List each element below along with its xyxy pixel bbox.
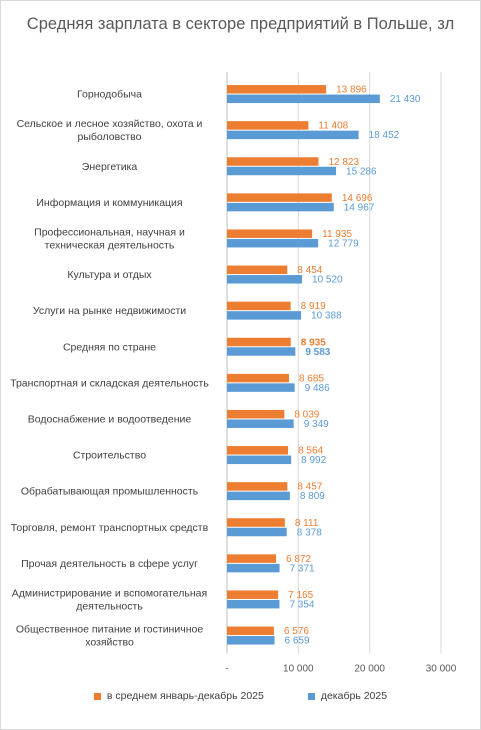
data-label-series-2: 7 371 <box>290 563 315 574</box>
bar-series-1 <box>227 157 319 166</box>
category-label: Услуги на рынке недвижимости <box>33 305 186 317</box>
data-label-series-1: 6 872 <box>286 554 311 565</box>
bar-series-2 <box>227 563 280 573</box>
x-tick-label: 20 000 <box>354 664 385 675</box>
bar-series-1 <box>227 518 285 527</box>
category-label: Информация и коммуникация <box>36 197 182 209</box>
bar-series-2 <box>227 238 319 248</box>
data-label-series-1: 8 111 <box>295 518 319 529</box>
data-label-series-2: 10 388 <box>311 311 342 322</box>
bar-series-2 <box>227 94 380 104</box>
bar-series-1 <box>227 337 291 347</box>
bar-series-1 <box>227 409 285 419</box>
category-label: Водоснабжение и водоотведение <box>28 413 192 425</box>
bar-series-2 <box>227 599 280 609</box>
legend-item-series-2: декабрь 2025 <box>307 690 388 702</box>
bar-series-1 <box>227 590 279 599</box>
data-label-series-1: 8 454 <box>297 265 322 276</box>
bar-series-1 <box>227 121 309 130</box>
data-label-series-2: 9 349 <box>304 419 329 430</box>
data-label-series-1: 8 039 <box>294 409 319 420</box>
data-label-series-1: 11 935 <box>322 229 352 240</box>
bar-series-2 <box>227 383 295 392</box>
x-tick-label: 10 000 <box>283 664 314 675</box>
data-label-series-2: 7 354 <box>289 599 314 610</box>
bar-series-2 <box>227 130 359 140</box>
x-tick-label: - <box>225 664 228 675</box>
category-label: Энергетика <box>82 161 138 173</box>
bar-series-2 <box>227 419 294 428</box>
bar-series-2 <box>227 275 303 284</box>
x-tick-label: 30 000 <box>426 664 457 675</box>
data-label-series-2: 18 452 <box>369 130 400 141</box>
data-label-series-2: 15 286 <box>346 166 377 177</box>
bar-series-1 <box>227 373 289 383</box>
category-label: Прочая деятельность в сфере услуг <box>21 558 198 570</box>
data-label-series-1: 12 823 <box>328 157 359 168</box>
category-label: Профессиональная, научная и техническая д… <box>34 226 185 251</box>
data-label-series-1: 6 576 <box>284 626 309 637</box>
bar-series-2 <box>227 491 290 501</box>
category-label: Обрабатывающая промышленность <box>21 486 199 498</box>
bar-series-1 <box>227 265 288 275</box>
data-label-series-1: 8 564 <box>298 446 323 457</box>
data-label-series-1: 8 919 <box>301 301 326 312</box>
category-label: Строительство <box>73 450 146 462</box>
bar-series-1 <box>227 301 291 311</box>
category-label: Транспортная и складская деятельность <box>10 377 209 389</box>
data-label-series-2: 10 520 <box>312 275 343 286</box>
bar-series-1 <box>227 626 274 636</box>
data-label-series-2: 9 583 <box>305 347 330 358</box>
bar-series-1 <box>227 482 288 491</box>
data-label-series-2: 8 809 <box>300 491 325 502</box>
legend-swatch-series-1 <box>93 692 101 700</box>
data-label-series-1: 14 696 <box>342 193 373 204</box>
bar-series-1 <box>227 229 313 238</box>
bar-series-1 <box>227 85 327 94</box>
data-label-series-2: 12 779 <box>328 238 359 249</box>
bar-series-2 <box>227 455 292 465</box>
data-label-series-2: 21 430 <box>390 94 421 105</box>
category-label: Торговля, ремонт транспортных средств <box>11 522 209 534</box>
data-label-series-1: 11 408 <box>318 121 348 132</box>
data-label-series-2: 9 486 <box>305 383 330 394</box>
bar-series-1 <box>227 554 277 563</box>
bar-series-1 <box>227 193 332 202</box>
data-label-series-1: 8 935 <box>301 337 326 348</box>
chart-title: Средняя зарплата в секторе предприятий в… <box>26 15 455 33</box>
category-label: Администрирование и вспомогательная деяте… <box>12 587 207 612</box>
legend-label-series-2: декабрь 2025 <box>320 690 388 702</box>
bar-series-2 <box>227 311 302 320</box>
data-label-series-2: 6 659 <box>285 636 310 647</box>
data-label-series-1: 7 165 <box>288 590 313 601</box>
legend-swatch-series-2 <box>307 692 315 700</box>
data-label-series-2: 14 967 <box>344 202 375 213</box>
category-label: Культура и отдых <box>67 269 152 281</box>
bar-series-1 <box>227 446 289 455</box>
bar-series-2 <box>227 527 287 537</box>
category-label: Горнодобыча <box>77 89 142 101</box>
data-label-series-1: 8 685 <box>299 373 324 384</box>
legend-item-series-1: в среднем январь-декабрь 2025 <box>93 690 264 702</box>
bar-series-2 <box>227 202 334 212</box>
category-label: Сельское и лесное хозяйство, охота и рыбо… <box>17 118 203 143</box>
legend: в среднем январь-декабрь 2025 декабрь 20… <box>0 690 481 702</box>
data-label-series-1: 8 457 <box>297 482 322 493</box>
bar-series-2 <box>227 636 275 645</box>
data-label-series-1: 13 896 <box>336 85 367 96</box>
bar-series-2 <box>227 347 296 356</box>
bar-series-2 <box>227 166 337 176</box>
category-label: Средняя по стране <box>63 341 156 353</box>
legend-label-series-1: в среднем январь-декабрь 2025 <box>106 690 264 702</box>
data-label-series-2: 8 992 <box>301 455 326 466</box>
data-label-series-2: 8 378 <box>297 527 322 538</box>
category-label: Общественное питание и гостиничное хозяйс… <box>16 624 204 649</box>
